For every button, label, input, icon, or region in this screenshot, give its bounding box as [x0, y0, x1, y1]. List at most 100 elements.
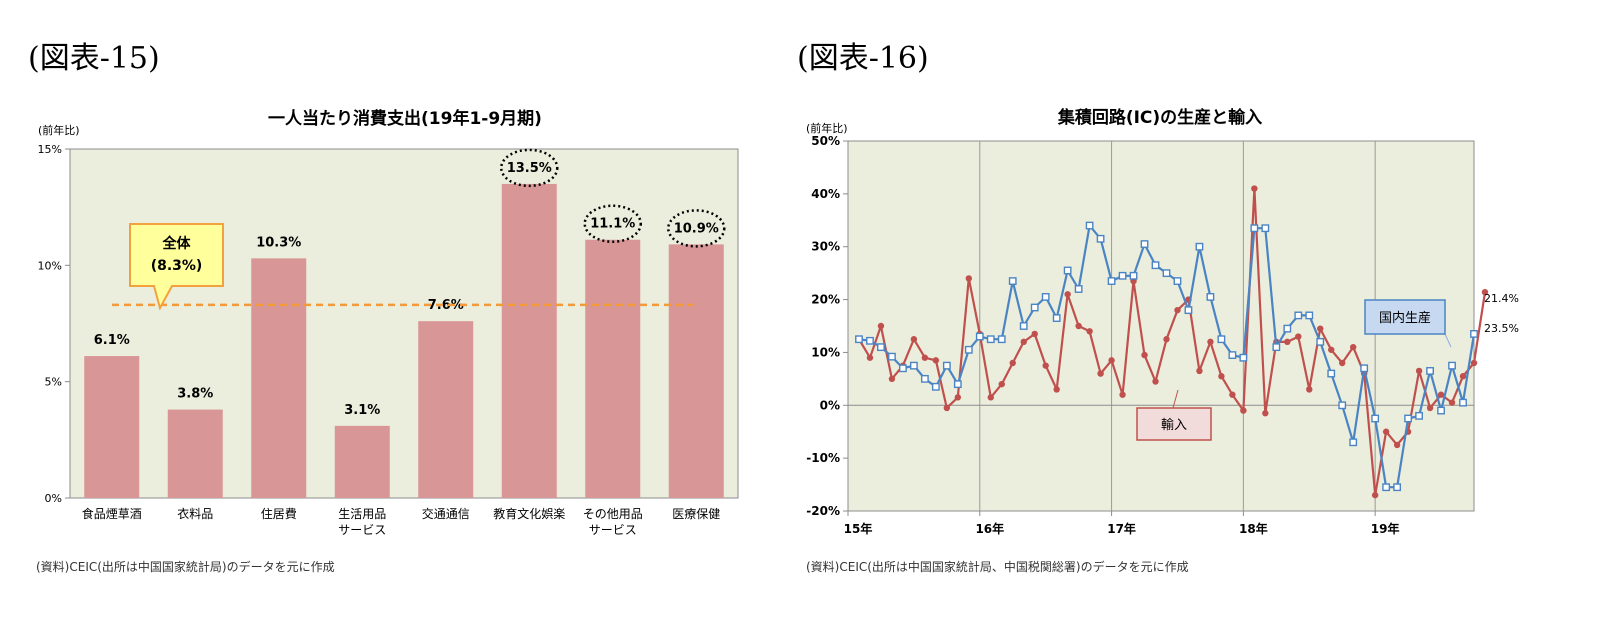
data-point	[1262, 410, 1269, 417]
data-point	[866, 336, 874, 345]
data-point	[1041, 293, 1050, 301]
data-point	[1009, 359, 1016, 367]
x-tick-label: 食品煙草酒	[82, 506, 142, 521]
data-point	[1481, 288, 1489, 296]
series-callout-label: 輸入	[1161, 418, 1187, 433]
data-point	[1382, 483, 1391, 492]
series-line	[858, 187, 1487, 497]
data-point	[1317, 325, 1324, 332]
data-point	[1108, 357, 1115, 364]
data-point	[1096, 234, 1105, 243]
bar	[668, 244, 724, 498]
data-point	[1074, 285, 1083, 293]
data-label: 3.1%	[344, 403, 380, 418]
chart-title-left: 一人当たり消費支出(19年1-9月期)	[268, 109, 542, 129]
figure-label-left: (図表-15)	[28, 41, 160, 76]
data-label: 3.8%	[177, 387, 213, 402]
data-point	[1470, 330, 1478, 338]
x-tick-label: その他用品	[583, 507, 643, 521]
data-point	[1338, 401, 1347, 410]
data-point	[1217, 335, 1226, 344]
data-point	[1283, 324, 1292, 333]
data-point	[953, 380, 962, 389]
data-point	[954, 394, 962, 401]
data-point	[1349, 438, 1358, 447]
data-point	[1459, 398, 1467, 407]
bar	[501, 183, 557, 498]
data-point	[1284, 338, 1291, 346]
x-tick-label: 生活用品	[338, 507, 386, 521]
data-point	[1404, 414, 1413, 423]
data-point	[1118, 271, 1127, 280]
data-point	[998, 380, 1005, 388]
line-chart: 15年 16年 17年 18年 19年 -20% -10% 0% 10% 20% 30% 40% 50%…	[806, 134, 1519, 536]
data-point	[1052, 314, 1061, 322]
data-point	[1031, 330, 1038, 338]
y-tick-label: 10%	[811, 345, 840, 359]
data-point	[1316, 337, 1325, 346]
data-point	[910, 336, 918, 343]
data-point	[942, 361, 951, 370]
data-point	[1064, 291, 1071, 298]
data-point	[1218, 373, 1225, 380]
data-point	[1195, 242, 1204, 251]
data-point	[1426, 367, 1434, 375]
data-label: 13.5%	[507, 161, 552, 176]
y-tick-label: 5%	[45, 376, 62, 389]
y-tick-label: 20%	[811, 293, 840, 307]
data-label: 10.9%	[674, 221, 719, 236]
x-tick-label: 18年	[1239, 521, 1268, 536]
highlight-circle	[583, 204, 642, 243]
y-tick-label: 0%	[45, 492, 62, 505]
x-tick-label: サービス	[589, 523, 637, 537]
unit-label-left: (前年比)	[38, 124, 80, 137]
bar	[167, 409, 223, 498]
data-point	[1119, 391, 1126, 398]
end-value-label: 23.5%	[1484, 322, 1519, 335]
data-point	[1085, 221, 1094, 230]
data-label: 10.3%	[256, 235, 301, 250]
bar	[585, 239, 641, 499]
data-point	[1261, 224, 1270, 233]
bar	[418, 321, 474, 498]
data-point	[1328, 346, 1335, 353]
data-point	[1250, 224, 1259, 233]
data-point	[1030, 303, 1039, 312]
callout-text: (8.3%)	[151, 258, 203, 274]
x-tick-label: 15年	[844, 521, 873, 536]
data-point	[1107, 277, 1116, 285]
data-point	[1152, 378, 1159, 385]
bar	[334, 425, 390, 498]
data-point	[1240, 407, 1247, 414]
data-point	[1008, 277, 1017, 285]
data-point	[975, 332, 984, 341]
data-point	[1349, 343, 1357, 351]
highlight-circle	[667, 209, 726, 248]
data-point	[1174, 306, 1181, 314]
data-point	[1306, 386, 1313, 393]
end-value-label: 21.4%	[1484, 292, 1519, 305]
data-point	[1151, 261, 1160, 270]
data-point	[1075, 322, 1082, 330]
data-point	[1437, 406, 1445, 415]
callout-box	[129, 223, 224, 311]
data-point	[888, 375, 896, 383]
source-note-right: (資料)CEIC(出所は中国国家統計局、中国税関総署)のデータを元に作成	[806, 560, 1189, 574]
unit-label-right: (前年比)	[806, 122, 848, 135]
data-point	[909, 361, 918, 370]
bar	[251, 258, 307, 498]
x-tick-label: 医療保健	[672, 507, 720, 521]
series-callout	[1136, 407, 1212, 441]
data-point	[1129, 271, 1138, 280]
x-tick-label: 教育文化娯楽	[493, 506, 565, 521]
callout-pointer	[1444, 333, 1452, 348]
data-point	[866, 354, 874, 361]
data-point	[1228, 351, 1237, 359]
y-tick-label: 50%	[811, 134, 840, 148]
x-tick-label: サービス	[338, 523, 386, 537]
series-callout	[1364, 299, 1446, 335]
data-point	[1042, 362, 1049, 369]
data-point	[1295, 333, 1302, 340]
data-point	[1371, 414, 1380, 423]
data-point	[1019, 322, 1028, 330]
